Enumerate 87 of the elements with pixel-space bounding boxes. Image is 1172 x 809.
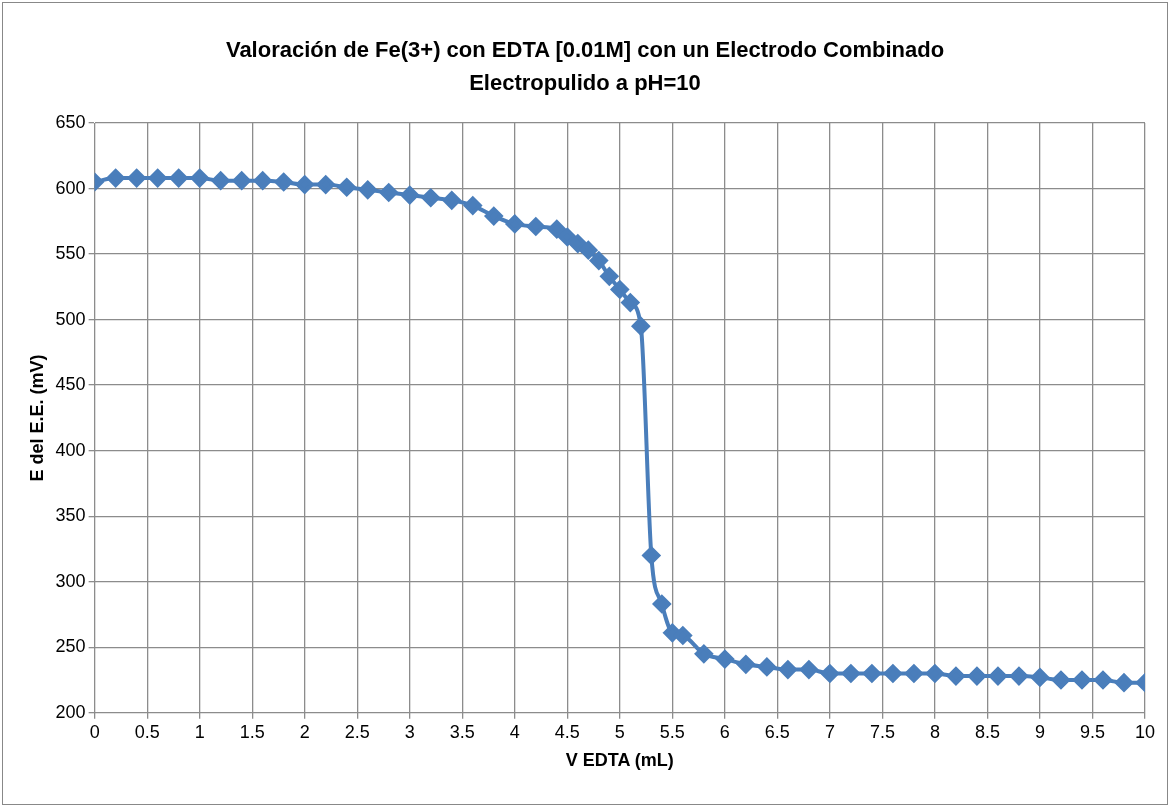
y-tick-label: 500 — [55, 308, 86, 329]
point — [862, 664, 881, 683]
point — [820, 664, 839, 683]
y-tick-label: 550 — [55, 243, 86, 264]
x-tick-label: 0 — [89, 721, 100, 742]
point — [337, 178, 356, 197]
point — [484, 207, 503, 226]
x-tick-label: 0.5 — [134, 721, 160, 742]
x-tick-label: 9.5 — [1079, 721, 1105, 742]
point — [967, 667, 986, 686]
point — [127, 169, 146, 188]
x-tick-label: 5 — [614, 721, 625, 742]
point — [442, 191, 461, 210]
point — [1093, 671, 1112, 690]
point — [694, 644, 713, 663]
point — [211, 171, 230, 190]
y-axis-title: E del E.E. (mV) — [26, 354, 47, 482]
point — [148, 169, 167, 188]
point — [579, 241, 598, 260]
point — [1072, 671, 1091, 690]
point — [400, 186, 419, 205]
x-tick-label: 3 — [404, 721, 415, 742]
point — [295, 175, 314, 194]
point — [736, 655, 755, 674]
point — [190, 169, 209, 188]
point — [652, 595, 671, 614]
point — [1030, 668, 1049, 687]
x-tick-label: 7.5 — [869, 721, 895, 742]
point — [169, 169, 188, 188]
point — [253, 171, 272, 190]
x-tick-label: 8.5 — [974, 721, 1000, 742]
x-tick-label: 3.5 — [449, 721, 475, 742]
point — [778, 660, 797, 679]
point — [925, 664, 944, 683]
point — [232, 171, 251, 190]
point — [558, 228, 577, 247]
y-tick-label: 650 — [55, 111, 86, 132]
point — [642, 546, 661, 565]
point — [1114, 673, 1133, 692]
x-tick-label: 4.5 — [554, 721, 580, 742]
point — [106, 169, 125, 188]
point — [799, 660, 818, 679]
point — [1051, 671, 1070, 690]
point — [316, 175, 335, 194]
point — [274, 172, 293, 191]
point — [946, 667, 965, 686]
x-tick-label: 6.5 — [764, 721, 790, 742]
y-tick-label: 450 — [55, 374, 86, 395]
y-tick-label: 200 — [55, 701, 86, 722]
point — [841, 664, 860, 683]
point — [379, 183, 398, 202]
y-tick-label: 350 — [55, 505, 86, 526]
point — [631, 317, 650, 336]
x-tick-label: 2 — [299, 721, 310, 742]
x-axis-title: V EDTA (mL) — [565, 750, 674, 771]
y-tick-label: 600 — [55, 177, 86, 198]
point — [568, 234, 587, 253]
x-tick-label: 9 — [1034, 721, 1045, 742]
chart-title: Valoración de Fe(3+) con EDTA [0.01M] con un Electrodo Combinado Electropulido a pH=10 — [224, 36, 946, 97]
x-tick-label: 6 — [719, 721, 730, 742]
point — [358, 180, 377, 199]
y-tick-label: 300 — [55, 570, 86, 591]
point — [600, 267, 619, 286]
x-tick-label: 7 — [824, 721, 835, 742]
x-tick-label: 4 — [509, 721, 520, 742]
x-tick-label: 1 — [194, 721, 205, 742]
point — [715, 650, 734, 669]
y-tick-label: 250 — [55, 636, 86, 657]
point — [421, 188, 440, 207]
x-tick-label: 1.5 — [239, 721, 265, 742]
y-tick-label: 400 — [55, 439, 86, 460]
point — [589, 251, 608, 270]
point — [621, 293, 640, 312]
point — [883, 664, 902, 683]
point — [904, 664, 923, 683]
point — [463, 196, 482, 215]
point — [1009, 667, 1028, 686]
point — [757, 657, 776, 676]
point — [505, 214, 524, 233]
point — [547, 220, 566, 239]
point — [610, 280, 629, 299]
point — [988, 667, 1007, 686]
point — [526, 217, 545, 236]
x-tick-label: 2.5 — [344, 721, 370, 742]
x-tick-label: 8 — [929, 721, 940, 742]
x-tick-label: 5.5 — [659, 721, 685, 742]
x-tick-label: 10 — [1134, 721, 1156, 742]
